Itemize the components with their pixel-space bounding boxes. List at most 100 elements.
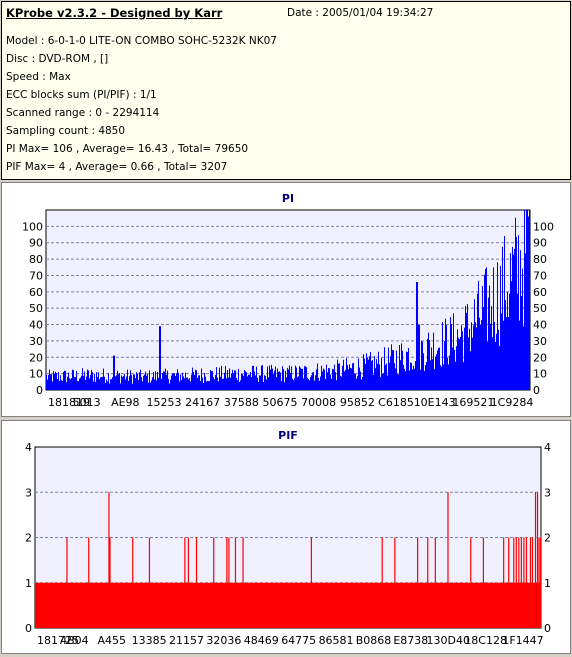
- pi-bar: [359, 367, 360, 390]
- pi-bar: [254, 371, 255, 390]
- pi-bar: [391, 344, 392, 390]
- pi-bar: [165, 368, 166, 390]
- pi-bar: [405, 371, 406, 390]
- pif-spike-bar: [515, 537, 517, 628]
- pi-bar: [72, 369, 73, 390]
- pif-spike-bar: [434, 537, 436, 628]
- y-tick-label-right: 80: [533, 253, 547, 266]
- pi-bar: [262, 365, 263, 390]
- pi-bar: [483, 307, 484, 390]
- pi-bar: [202, 377, 203, 390]
- model-line: Model : 6-0-1-0 LITE-ON COMBO SOHC-5232K…: [6, 35, 277, 47]
- y-tick-label-right: 0: [533, 384, 540, 397]
- pi-bar: [230, 377, 231, 390]
- pi-bar: [482, 285, 483, 390]
- pi-bar: [157, 371, 158, 390]
- pi-bar: [280, 372, 281, 390]
- y-tick-label-right: 4: [544, 441, 551, 454]
- pi-bar: [88, 370, 89, 390]
- pi-bar: [89, 378, 90, 390]
- pi-bar: [336, 380, 337, 390]
- pi-bar: [314, 380, 315, 390]
- pif-spike-bar: [88, 537, 90, 628]
- pi-bar: [429, 339, 430, 390]
- pi-bar: [129, 376, 130, 390]
- pi-bar: [86, 376, 87, 390]
- pi-bar: [47, 379, 48, 390]
- ecc-line: ECC blocks sum (PI/PIF) : 1/1: [6, 89, 157, 101]
- pi-bar: [330, 374, 331, 390]
- pi-bar: [231, 373, 232, 390]
- pi-bar: [502, 246, 503, 390]
- pi-bar: [524, 210, 525, 390]
- y-tick-label-right: 60: [533, 286, 547, 299]
- pi-bar: [492, 337, 493, 390]
- pi-bar: [313, 372, 314, 390]
- pi-bar: [517, 293, 518, 390]
- pi-bar: [376, 359, 377, 390]
- pi-bar: [297, 377, 298, 390]
- pi-bar: [53, 371, 54, 390]
- pi-bar: [206, 381, 207, 390]
- pi-bar: [220, 376, 221, 390]
- pi-bar: [110, 379, 111, 390]
- x-tick-label: 15253: [147, 396, 182, 409]
- pi-bar: [279, 371, 280, 390]
- pi-bar: [188, 379, 189, 390]
- pi-bar: [196, 370, 197, 390]
- pi-bar: [61, 380, 62, 390]
- pi-bar: [236, 377, 237, 390]
- pi-bar: [383, 373, 384, 390]
- pi-bar: [99, 379, 100, 390]
- pif-spike-bar: [381, 537, 383, 628]
- pi-bar: [498, 329, 499, 390]
- pi-bar: [113, 355, 114, 390]
- pi-bar: [59, 381, 60, 390]
- pi-bar: [375, 368, 376, 390]
- pi-bar: [382, 374, 383, 390]
- pif-spike-bar: [513, 537, 515, 628]
- y-tick-label: 80: [29, 253, 43, 266]
- pi-bar: [281, 381, 282, 390]
- pi-bar: [217, 377, 218, 390]
- pi-bar: [77, 380, 78, 390]
- x-tick-label: 5013: [73, 396, 101, 409]
- pi-bar: [455, 361, 456, 390]
- pi-bar: [424, 370, 425, 390]
- pi-bar: [221, 365, 222, 390]
- pi-bar: [403, 364, 404, 390]
- pi-bar: [247, 376, 248, 390]
- pi-bar: [511, 281, 512, 390]
- pi-bar: [439, 347, 440, 390]
- pi-bar: [471, 322, 472, 390]
- y-tick-label: 1: [25, 577, 32, 590]
- pi-bar: [259, 375, 260, 390]
- pi-bar: [477, 293, 478, 390]
- pi-bar: [282, 366, 283, 390]
- pi-bar: [420, 369, 421, 390]
- pi-bar: [237, 380, 238, 390]
- disc-line: Disc : DVD-ROM , []: [6, 53, 109, 65]
- pi-bar: [508, 317, 509, 390]
- pi-bar: [185, 372, 186, 390]
- pi-bar: [407, 352, 408, 390]
- pi-bar: [285, 370, 286, 390]
- pi-bar: [240, 380, 241, 390]
- pi-bar: [321, 365, 322, 390]
- pi-bar: [119, 373, 120, 390]
- pi-bar: [128, 380, 129, 390]
- pi-bar: [454, 350, 455, 390]
- pi-bar: [246, 372, 247, 390]
- pi-bar: [504, 236, 505, 390]
- pi-bar: [176, 373, 177, 390]
- pif-summary-line: PIF Max= 4 , Average= 0.66 , Total= 3207: [6, 161, 228, 173]
- pi-bar: [355, 373, 356, 390]
- pi-bar: [519, 320, 520, 390]
- pi-bar: [340, 375, 341, 390]
- y-tick-label: 20: [29, 351, 43, 364]
- pi-bar: [193, 371, 194, 390]
- x-tick-label: 169521: [452, 396, 494, 409]
- pi-bar: [249, 374, 250, 390]
- pi-bar: [50, 374, 51, 390]
- pi-bar: [293, 380, 294, 390]
